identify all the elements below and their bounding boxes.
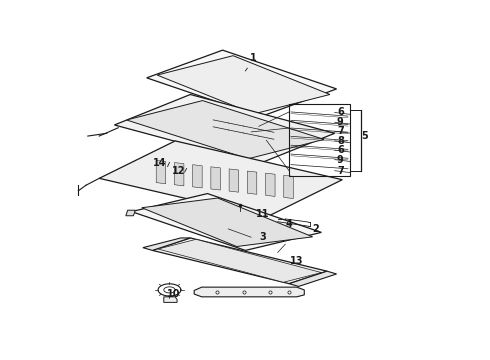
Text: 10: 10 xyxy=(167,289,180,299)
Text: 11: 11 xyxy=(256,209,270,219)
Text: 7: 7 xyxy=(337,166,344,176)
Text: 13: 13 xyxy=(290,256,303,266)
Text: 6: 6 xyxy=(337,145,344,155)
Polygon shape xyxy=(147,50,337,117)
Polygon shape xyxy=(99,141,342,217)
Polygon shape xyxy=(156,161,166,184)
Polygon shape xyxy=(126,100,324,159)
Polygon shape xyxy=(289,271,337,287)
Polygon shape xyxy=(193,165,202,188)
Text: 4: 4 xyxy=(286,219,293,229)
Polygon shape xyxy=(211,167,220,190)
Polygon shape xyxy=(284,175,294,198)
Polygon shape xyxy=(152,238,327,284)
Polygon shape xyxy=(131,194,321,251)
Polygon shape xyxy=(126,210,135,216)
Text: 2: 2 xyxy=(312,224,319,234)
Polygon shape xyxy=(164,297,177,302)
Text: 9: 9 xyxy=(337,117,344,127)
Polygon shape xyxy=(157,56,330,114)
Polygon shape xyxy=(229,169,239,192)
Polygon shape xyxy=(174,163,184,186)
Text: 1: 1 xyxy=(249,53,256,63)
Polygon shape xyxy=(142,198,313,247)
Polygon shape xyxy=(158,239,321,282)
Polygon shape xyxy=(114,94,335,164)
Text: 3: 3 xyxy=(259,232,266,242)
Text: 8: 8 xyxy=(337,136,344,146)
Text: 14: 14 xyxy=(153,158,167,168)
Text: 9: 9 xyxy=(337,155,344,165)
Text: 12: 12 xyxy=(172,166,186,176)
Polygon shape xyxy=(194,287,304,297)
Text: 7: 7 xyxy=(337,126,344,136)
Polygon shape xyxy=(143,238,190,251)
Polygon shape xyxy=(247,171,257,194)
Text: 5: 5 xyxy=(362,131,368,141)
Polygon shape xyxy=(266,173,275,197)
Text: 6: 6 xyxy=(337,108,344,117)
